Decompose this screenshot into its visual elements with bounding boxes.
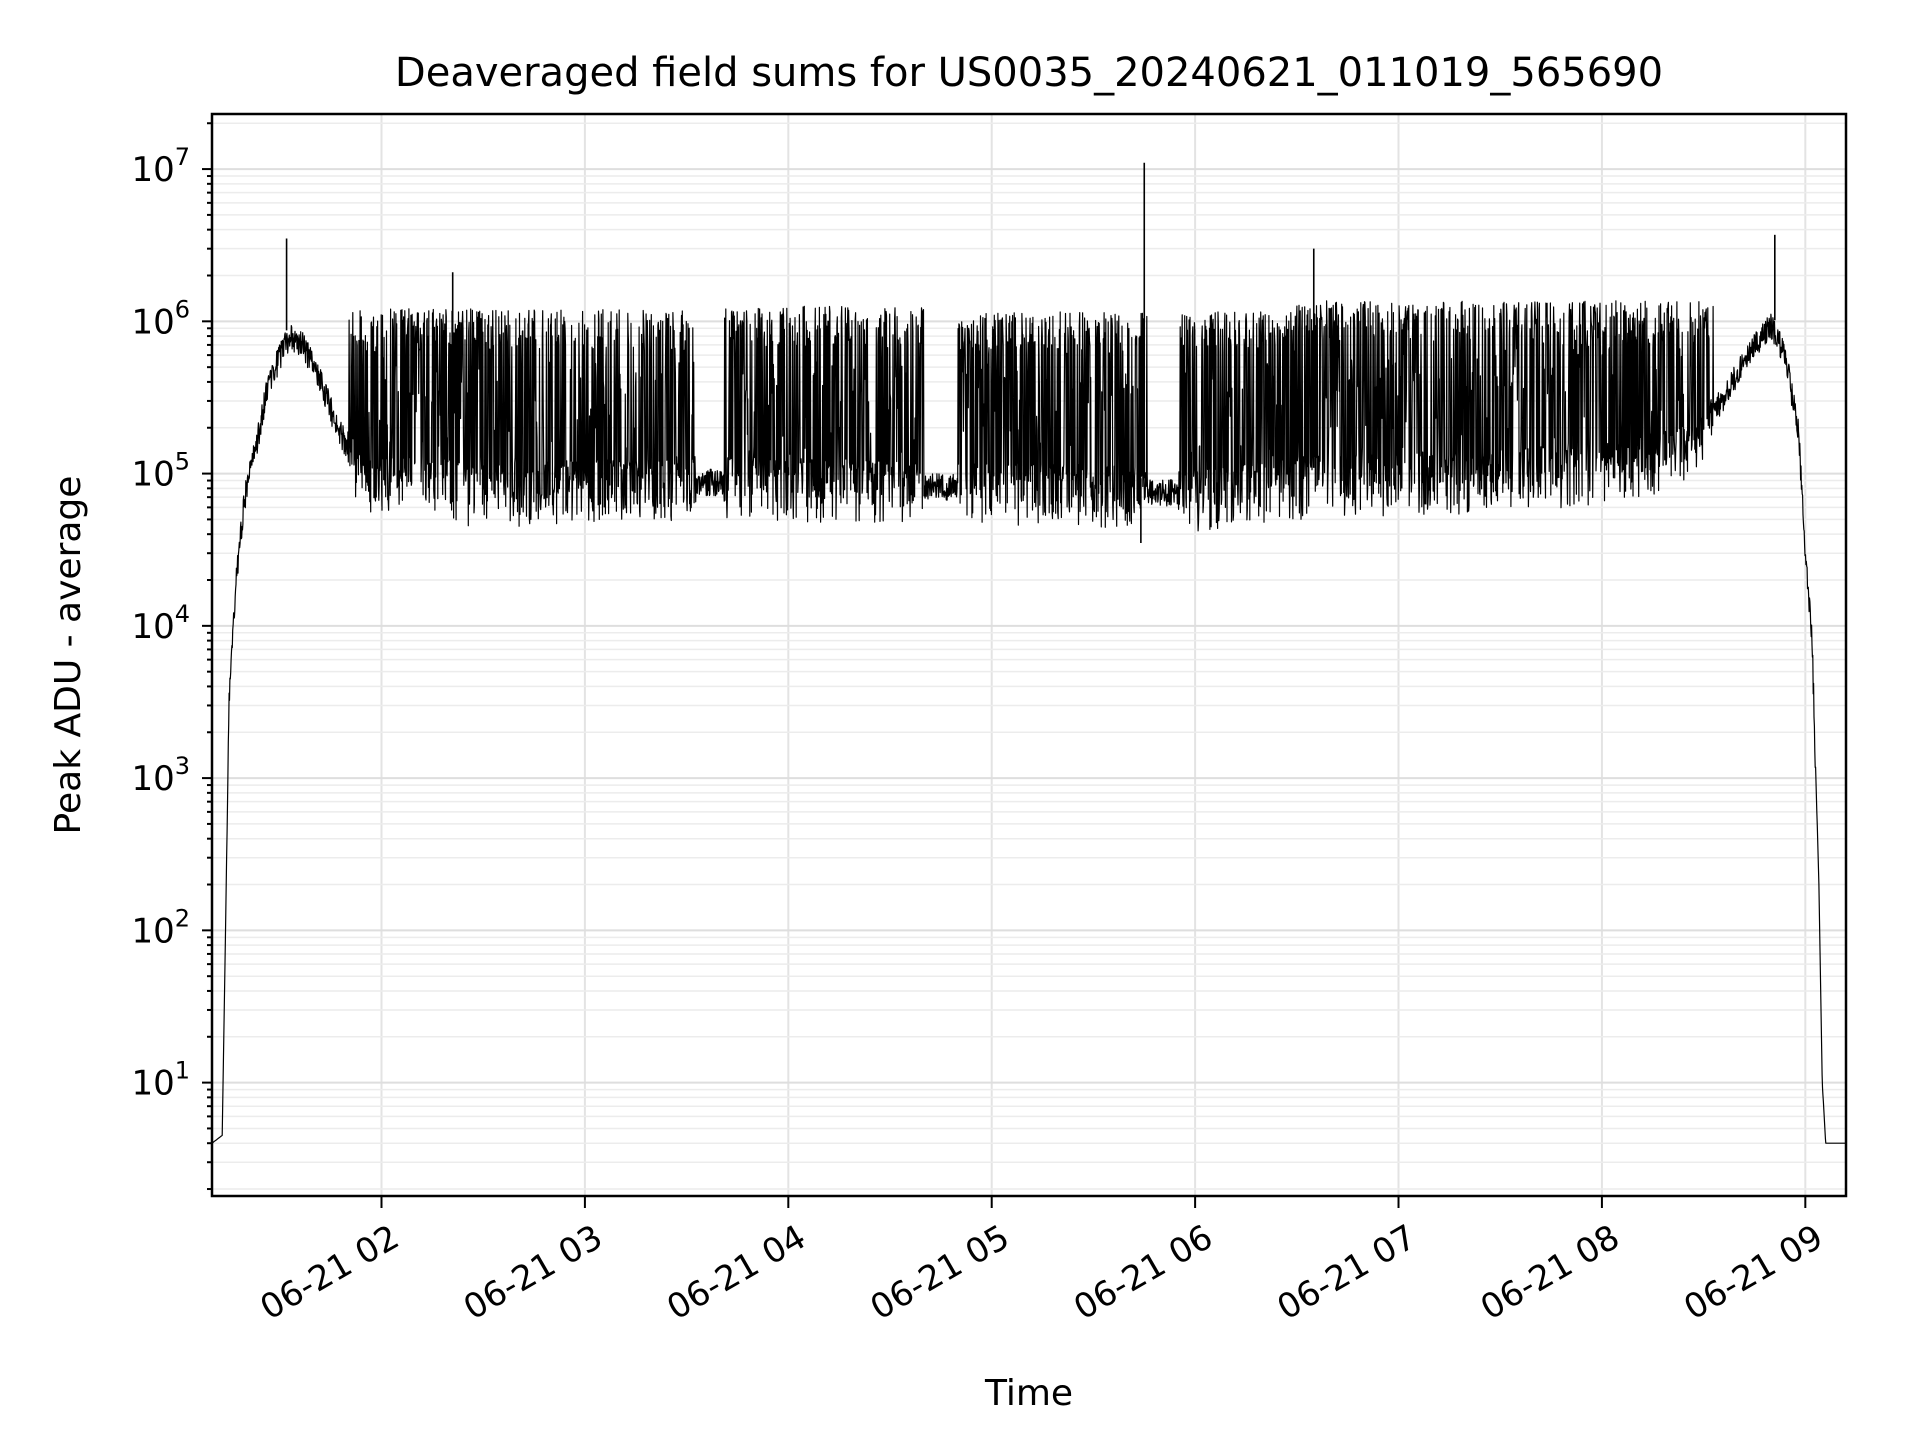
y-tick-label: 106 (131, 295, 190, 342)
x-axis-label: Time (984, 1373, 1073, 1414)
y-tick-label: 101 (131, 1057, 190, 1104)
y-tick-label: 103 (131, 752, 190, 799)
series-path (211, 300, 1846, 1144)
y-axis-label: Peak ADU - average (48, 476, 89, 835)
chart-title: Deaveraged field sums for US0035_2024062… (395, 50, 1663, 96)
plot-frame (210, 112, 1848, 1198)
y-axis-ticks: 101 102 103 104 105 106 107 (131, 122, 212, 1191)
y-tick-label: 107 (131, 143, 190, 190)
grid-lines (212, 114, 1846, 1196)
series-line (211, 162, 1846, 1144)
y-tick-label: 102 (131, 904, 190, 951)
y-tick-label: 104 (131, 600, 190, 647)
y-tick-label: 105 (131, 448, 190, 495)
